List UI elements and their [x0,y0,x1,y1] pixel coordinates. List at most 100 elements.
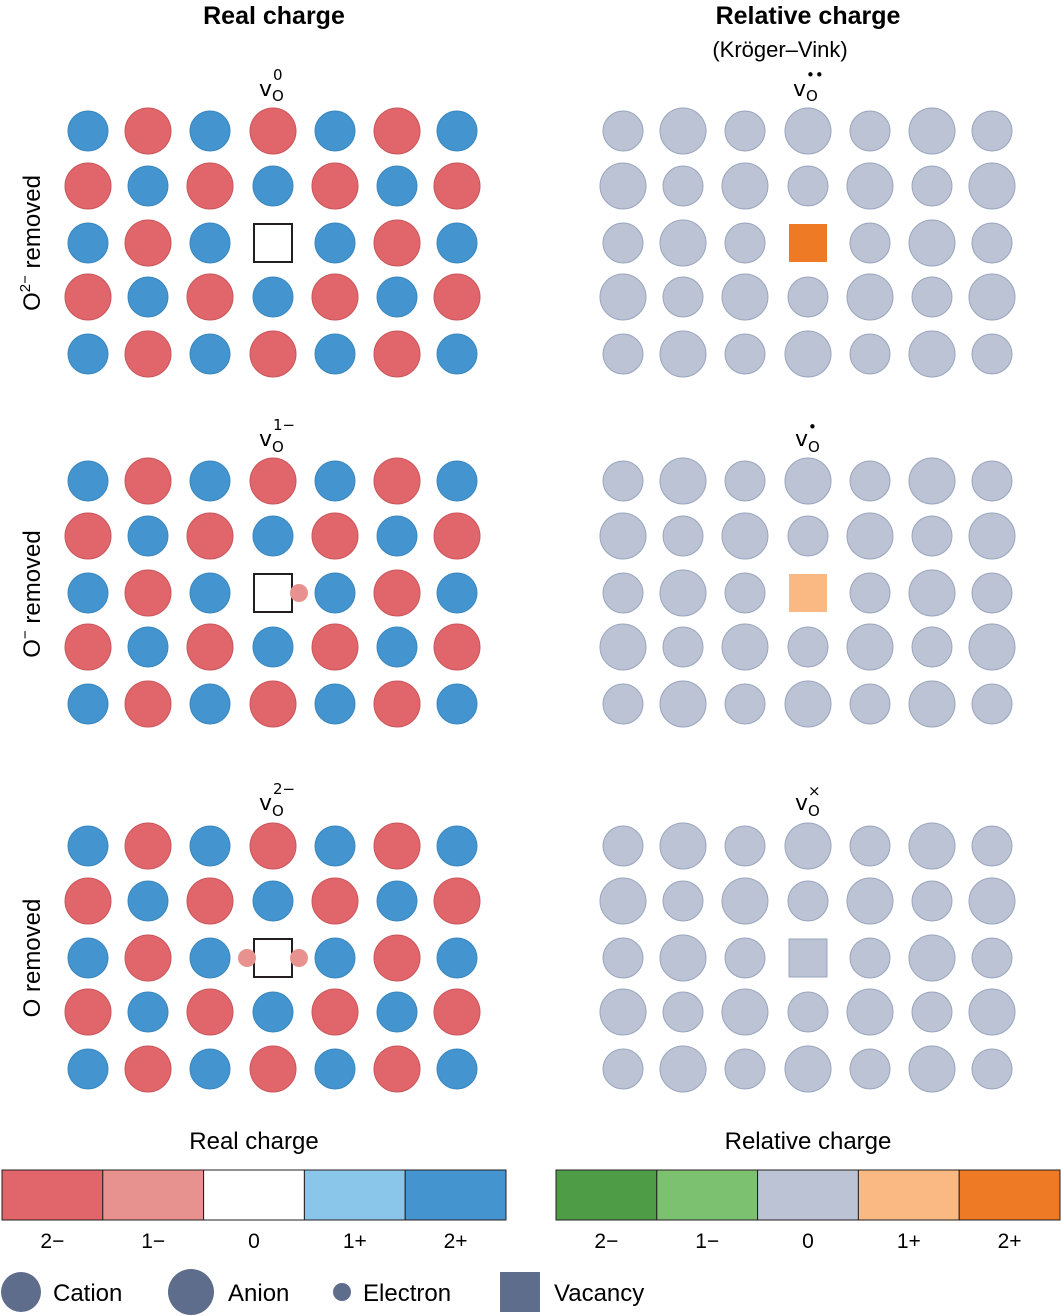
svg-text:O− removed: O− removed [17,530,46,657]
anion-site [186,988,234,1036]
cation-site [252,626,294,668]
svg-text:O: O [808,438,820,456]
relative-lattice-row-2 [599,457,1016,728]
cation-site [127,165,169,207]
anion-site [599,273,647,321]
cation-site [724,333,766,375]
cation-site [436,222,478,264]
cation-site [67,460,109,502]
cation-site [602,572,644,614]
cation-site [376,626,418,668]
vacancy-symbol-real-neutral: v O 0 [259,66,284,105]
scale-segment [203,1169,305,1221]
scale-tick-label: 2− [40,1230,64,1253]
anion-site [186,512,234,560]
legend-item-cation: Cation [1,1272,122,1312]
scale-segment [555,1169,658,1221]
cation-site [189,825,231,867]
cation-site [971,825,1013,867]
cation-site [662,515,704,557]
anion-site [659,934,707,982]
anion-site [124,680,172,728]
anion-site [908,1045,956,1093]
vacancy-icon [500,1272,540,1312]
cation-site [602,460,644,502]
cation-site [911,515,953,557]
anion-site [784,680,832,728]
anion-site [433,512,481,560]
cation-site [252,276,294,318]
vacancy-site [253,223,293,263]
svg-text:O: O [806,87,818,105]
cation-site [314,683,356,725]
cation-site [602,110,644,152]
cation-site [849,937,891,979]
legend-item-anion: Anion [168,1269,289,1315]
anion-site [968,623,1016,671]
cation-site [787,626,829,668]
relative-charge-scale-title: Relative charge [725,1128,892,1155]
relative-lattice-row-1 [599,107,1016,378]
scale-segment [1,1169,104,1221]
anion-site [908,934,956,982]
relative-charge-column-title: Relative charge [716,2,901,30]
svg-text:•: • [808,418,817,436]
anion-site [186,162,234,210]
svg-text:v: v [259,427,272,452]
anion-site [186,877,234,925]
anion-site [659,822,707,870]
anion-site [249,1045,297,1093]
row-label-o-removed: O removed [19,899,46,1018]
cation-site [189,460,231,502]
cation-site [911,276,953,318]
charge-color-scales: 2− 1− 0 1+ 2+ 2− 1− 0 1+ 2+ [1,1169,1061,1253]
svg-text:0: 0 [273,66,283,84]
cation-site [787,880,829,922]
cation-site [971,222,1013,264]
cation-site [314,110,356,152]
cation-site [849,1048,891,1090]
anion-site [124,330,172,378]
cation-site [376,991,418,1033]
svg-text:2−: 2− [273,780,295,798]
anion-site [373,680,421,728]
anion-site [659,330,707,378]
anion-site [249,680,297,728]
anion-site [721,162,769,210]
anion-site [659,569,707,617]
anion-site [186,623,234,671]
cation-site [602,222,644,264]
cation-site [662,991,704,1033]
cation-site [911,880,953,922]
cation-site [787,165,829,207]
anion-site [249,822,297,870]
cation-site [252,991,294,1033]
vacancy-symbol-rel-neutral-x: v O × [795,782,821,820]
anion-site [846,877,894,925]
cation-site [662,880,704,922]
cation-site [67,683,109,725]
anion-site [721,988,769,1036]
anion-site [968,273,1016,321]
cation-site [724,1048,766,1090]
cation-site [314,937,356,979]
anion-site [124,457,172,505]
cation-site [911,165,953,207]
cation-site [662,626,704,668]
trapped-electron [238,949,256,967]
cation-site [376,515,418,557]
anion-site [373,1045,421,1093]
scale-tick-label: 2− [594,1230,618,1253]
anion-site [846,273,894,321]
anion-site [908,330,956,378]
anion-site [908,822,956,870]
anion-site [968,988,1016,1036]
anion-site [908,569,956,617]
anion-site [433,877,481,925]
cation-site [724,572,766,614]
vacancy-symbol-real-1minus: v O 1− [259,416,295,456]
svg-text:v: v [793,77,806,102]
cation-site [849,222,891,264]
anion-site [311,273,359,321]
